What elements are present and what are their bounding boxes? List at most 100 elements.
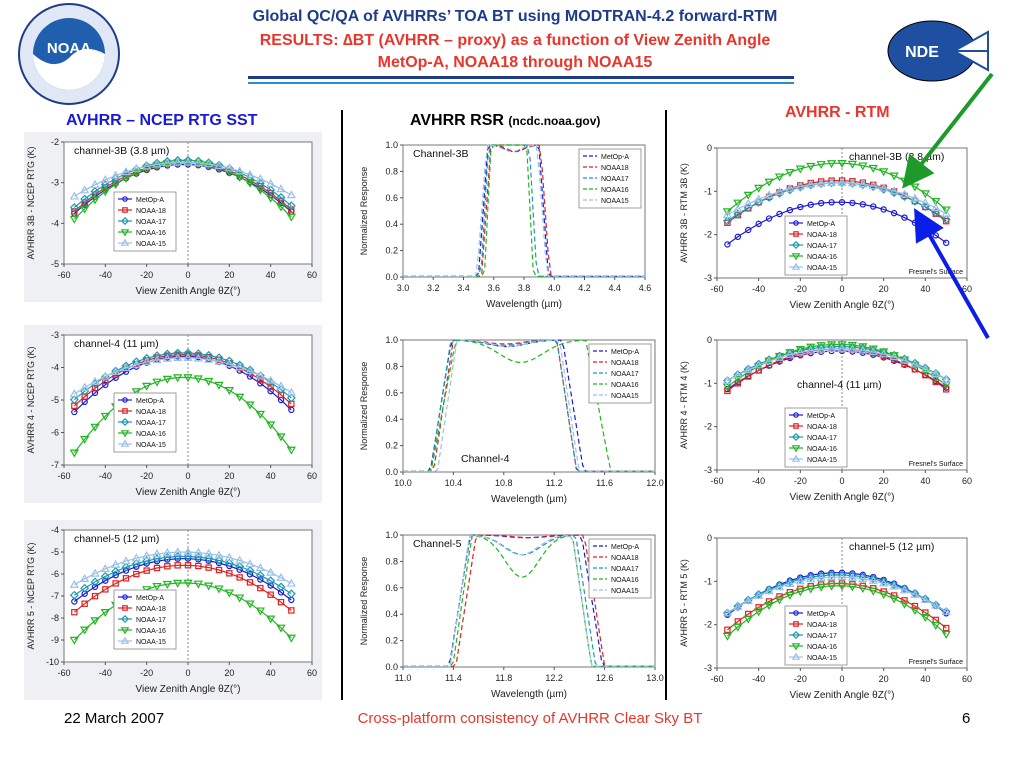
legend-entry: NOAA18	[611, 555, 639, 562]
data-point	[122, 207, 128, 213]
legend-entry: NOAA-16	[136, 431, 166, 438]
data-point	[266, 178, 276, 187]
x-tick-label: -20	[794, 674, 807, 684]
data-point	[235, 362, 245, 371]
x-tick-label: -20	[794, 284, 807, 294]
col-title-mid: AVHRR RSR (ncdc.noaa.gov)	[410, 112, 600, 130]
data-point	[889, 595, 899, 604]
data-point	[255, 410, 265, 419]
x-tick-label: -60	[710, 476, 723, 486]
data-point	[152, 355, 162, 364]
channel-label: Channel-4	[461, 453, 510, 465]
data-point	[80, 626, 90, 635]
data-point	[183, 552, 193, 561]
data-point	[765, 361, 773, 369]
x-tick-label: 60	[307, 471, 317, 481]
x-tick-label: 3.2	[427, 283, 440, 293]
x-tick-label: 10.4	[445, 478, 463, 488]
data-point	[754, 608, 764, 617]
col-title-mid-small: (ncdc.noaa.gov)	[508, 114, 601, 128]
data-point	[910, 589, 920, 598]
data-point	[858, 572, 868, 582]
fresnel-label: Fresnel's Surface	[909, 659, 963, 666]
data-point	[80, 194, 90, 204]
data-point	[795, 346, 805, 355]
data-point	[80, 185, 90, 194]
data-point	[122, 575, 130, 582]
data-point	[246, 571, 254, 578]
data-point	[162, 349, 172, 359]
data-point	[69, 579, 79, 588]
data-point	[100, 412, 110, 421]
y-tick-label: -1	[704, 186, 712, 196]
data-point	[71, 408, 78, 416]
data-point	[120, 216, 130, 226]
data-point	[806, 585, 816, 594]
y-tick-label: -3	[51, 178, 59, 188]
data-point	[276, 192, 286, 202]
data-point	[793, 423, 799, 429]
data-point	[69, 191, 79, 200]
data-point	[791, 652, 801, 660]
x-tick-label: 20	[879, 476, 889, 486]
data-point	[899, 355, 910, 364]
data-point	[162, 547, 172, 556]
data-point	[102, 377, 109, 385]
data-point	[827, 178, 837, 188]
data-point	[806, 343, 816, 352]
x-tick-label: 0	[185, 668, 190, 678]
data-point	[889, 580, 899, 590]
chart-sst-4: -60 -40 -20 0 20 40 60 -7 -6 -5 -4 -3 View Zenith An…	[24, 325, 322, 503]
data-point	[795, 347, 805, 356]
data-point	[745, 226, 752, 234]
data-point	[911, 602, 919, 610]
x-tick-label: 11.8	[495, 673, 512, 683]
data-point	[235, 360, 245, 370]
data-point	[131, 163, 141, 172]
data-point	[133, 570, 140, 578]
legend-entry: NOAA-15	[136, 241, 166, 248]
data-point	[880, 206, 887, 213]
data-point	[80, 205, 90, 214]
legend-entry: NOAA-16	[136, 230, 166, 237]
data-point	[162, 353, 172, 362]
data-point	[183, 374, 193, 383]
data-point	[193, 552, 203, 562]
col-title-mid-main: AVHRR RSR	[410, 112, 504, 129]
data-point	[847, 572, 858, 581]
data-point	[152, 554, 162, 564]
chart-rsr-5: 11.0 11.4 11.8 12.2 12.6 13.0 0.0 0.2 0.4 0.6 0.8 1…	[359, 530, 664, 700]
data-point	[733, 601, 743, 610]
data-point	[80, 382, 90, 391]
data-point	[941, 374, 951, 383]
data-point	[785, 579, 795, 588]
data-point	[102, 381, 109, 389]
data-point	[764, 356, 774, 365]
x-tick-label: -20	[140, 270, 153, 280]
data-point	[920, 364, 930, 373]
data-point	[162, 375, 172, 384]
data-point	[797, 203, 804, 211]
page-subtitle-2: MetOp-A, NOAA18 through NOAA15	[377, 54, 653, 71]
series-NOAA-17	[69, 552, 296, 600]
data-point	[80, 574, 90, 583]
data-point	[142, 382, 152, 391]
data-point	[931, 622, 941, 631]
y-axis-label: AVHRR 3B - NCEP RTG (K)	[26, 146, 36, 259]
legend-entry: NOAA-18	[807, 424, 837, 431]
data-point	[733, 209, 743, 219]
data-point	[722, 632, 733, 641]
data-point	[859, 571, 867, 579]
x-tick-label: 10.8	[495, 478, 513, 488]
data-point	[224, 359, 234, 368]
data-point	[889, 186, 899, 195]
data-point	[162, 158, 172, 167]
footer-date: 22 March 2007	[64, 710, 165, 727]
channel-label: channel-5 (12 µm)	[849, 541, 934, 553]
data-point	[754, 197, 764, 207]
data-point	[791, 454, 801, 462]
data-point	[90, 568, 100, 577]
data-point	[837, 160, 847, 169]
legend-entry: NOAA18	[611, 360, 639, 367]
data-point	[120, 627, 130, 635]
